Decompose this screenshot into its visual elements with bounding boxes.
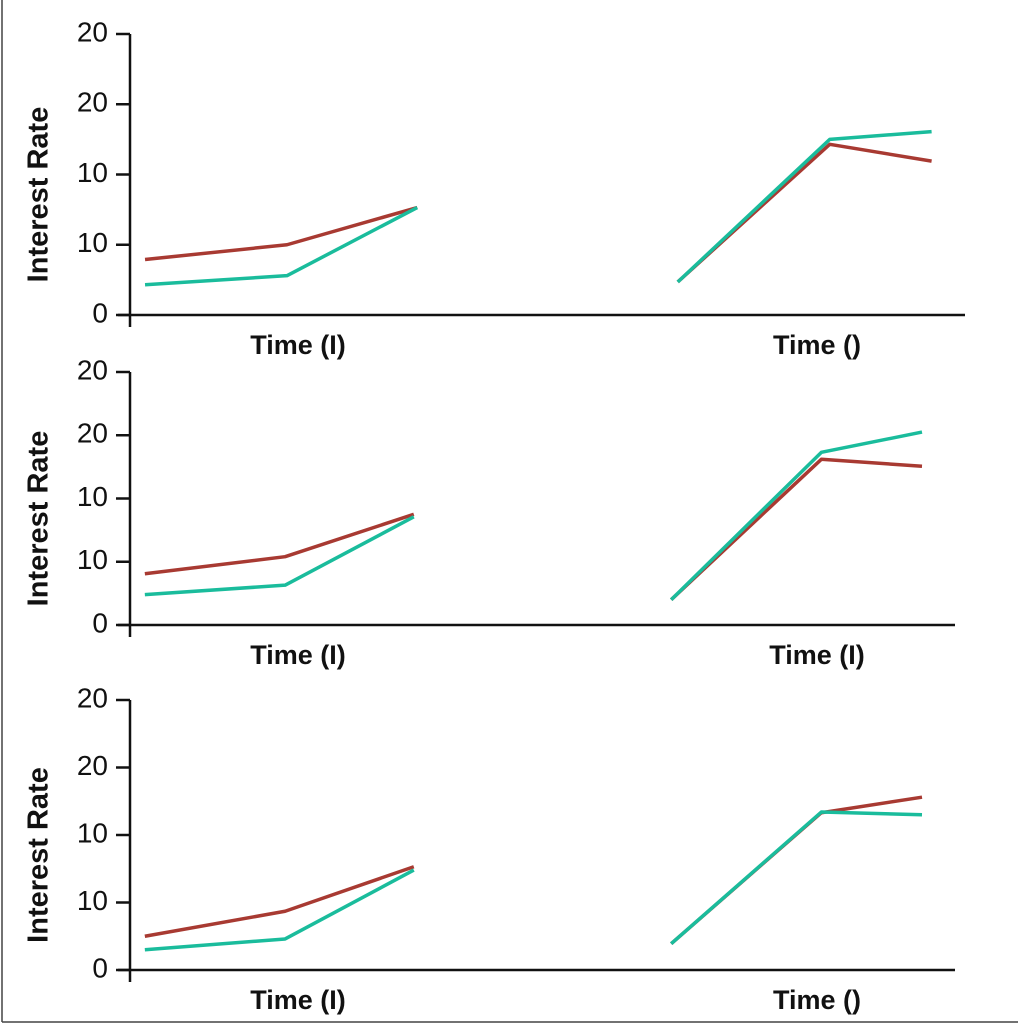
y-axis-label: Interest Rate: [23, 767, 55, 943]
y-tick-label: 10: [77, 227, 108, 258]
y-tick-label: 0: [92, 607, 108, 638]
y-tick-label: 20: [77, 682, 108, 713]
series-line: [144, 457, 923, 601]
y-tick-label: 20: [77, 354, 108, 385]
y-axis-label: Interest Rate: [23, 431, 55, 607]
x-axis-label: Time (I): [250, 640, 346, 670]
x-axis-label: Time (I): [250, 330, 346, 360]
y-tick-label: 20: [77, 87, 108, 118]
y-tick-label: 20: [77, 750, 108, 781]
y-tick-label: 10: [77, 157, 108, 188]
x-axis-label: Time (I): [769, 640, 865, 670]
y-tick-label: 20: [77, 16, 108, 47]
series-line: [144, 129, 932, 287]
y-tick-label: 10: [77, 885, 108, 916]
y-tick-label: 0: [92, 952, 108, 983]
y-tick-label: 10: [77, 481, 108, 512]
x-axis-label: Time (I): [250, 985, 346, 1015]
x-axis-label: Time (): [773, 985, 861, 1015]
series-line: [144, 795, 923, 945]
y-axis-label: Interest Rate: [23, 107, 55, 283]
series-line: [144, 430, 923, 601]
x-axis-label: Time (): [773, 330, 861, 360]
y-tick-label: 20: [77, 418, 108, 449]
y-tick-label: 10: [77, 544, 108, 575]
y-tick-label: 0: [92, 297, 108, 328]
y-tick-label: 10: [77, 817, 108, 848]
series-line: [144, 142, 932, 284]
series-line: [144, 810, 923, 952]
